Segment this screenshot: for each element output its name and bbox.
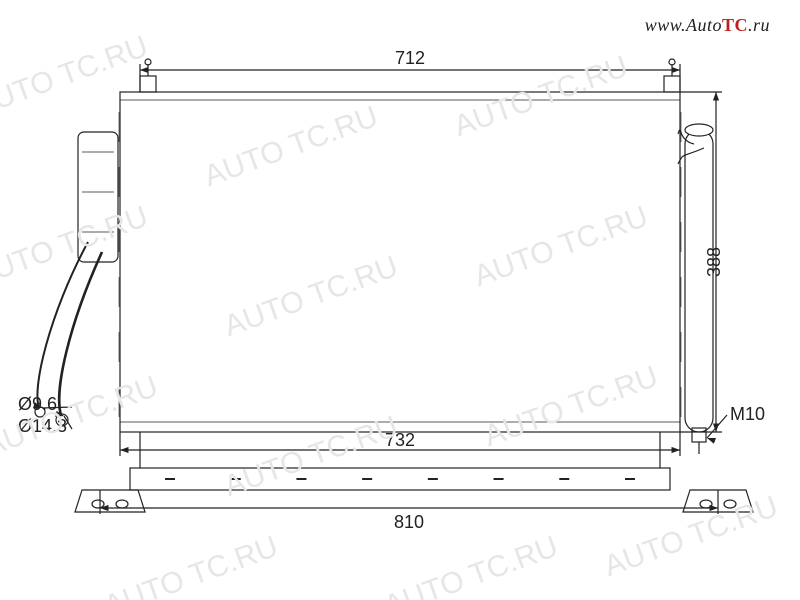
brand-ru: .ru bbox=[748, 15, 770, 35]
brand-logo: www.AutoTC.ru bbox=[645, 15, 770, 36]
brand-tc: TC bbox=[722, 15, 748, 35]
brand-auto: Auto bbox=[686, 15, 722, 35]
svg-text:712: 712 bbox=[395, 48, 425, 68]
svg-text:Ø14.3: Ø14.3 bbox=[18, 416, 67, 436]
svg-text:Ø9.6: Ø9.6 bbox=[18, 394, 57, 414]
svg-text:732: 732 bbox=[385, 430, 415, 450]
svg-text:M10: M10 bbox=[730, 404, 765, 424]
technical-drawing: 712 388 732 810 Ø9.6Ø14.3 M10 bbox=[0, 0, 800, 600]
svg-text:388: 388 bbox=[704, 247, 724, 277]
svg-text:810: 810 bbox=[394, 512, 424, 532]
brand-www: www. bbox=[645, 15, 686, 35]
